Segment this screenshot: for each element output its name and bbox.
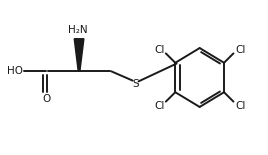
Text: Cl: Cl (235, 101, 245, 111)
Text: Cl: Cl (154, 44, 164, 55)
Text: Cl: Cl (154, 101, 164, 111)
Text: H₂N: H₂N (68, 25, 88, 35)
Polygon shape (74, 39, 84, 71)
Text: S: S (132, 79, 139, 89)
Text: Cl: Cl (235, 44, 245, 55)
Text: O: O (43, 94, 51, 104)
Text: HO: HO (7, 66, 23, 76)
